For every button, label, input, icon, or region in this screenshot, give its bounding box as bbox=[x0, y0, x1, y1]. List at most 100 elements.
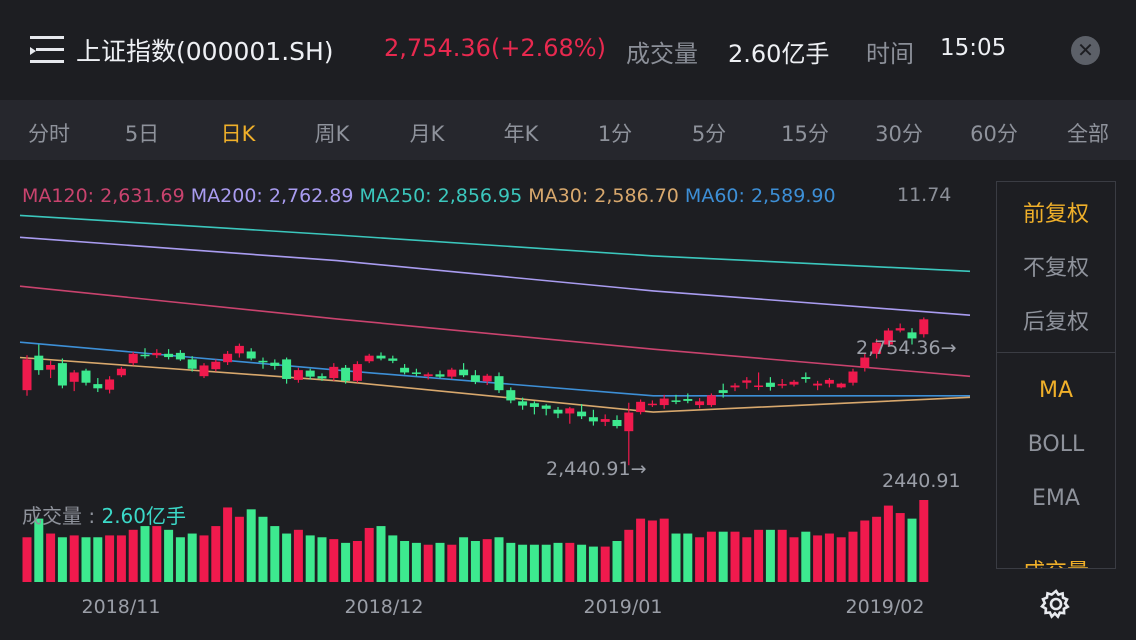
volume-bar bbox=[376, 526, 386, 582]
high-price-tag: 2,754.36→ bbox=[856, 337, 957, 359]
candle-body bbox=[305, 370, 315, 377]
volume-bar bbox=[588, 546, 598, 582]
candle-body bbox=[860, 357, 870, 368]
candle-body bbox=[388, 358, 398, 361]
volume-bar bbox=[647, 520, 657, 582]
candle-body bbox=[329, 366, 339, 379]
candle-body bbox=[411, 372, 421, 374]
volume-bar bbox=[93, 537, 103, 582]
volume-bar bbox=[388, 535, 398, 582]
tab-weekly-k[interactable]: 周K bbox=[314, 122, 350, 146]
x-axis-label: 2019/02 bbox=[845, 596, 925, 618]
adjust-none[interactable]: 不复权 bbox=[1022, 256, 1089, 281]
tab-60min[interactable]: 60分 bbox=[970, 122, 1018, 146]
candle-body bbox=[801, 377, 811, 379]
ma60-value: MA60: 2,589.90 bbox=[678, 185, 836, 207]
candle-body bbox=[435, 374, 445, 377]
tab-5day[interactable]: 5日 bbox=[124, 122, 160, 146]
candle-body bbox=[659, 398, 669, 406]
indicator-ema[interactable]: EMA bbox=[1032, 486, 1080, 511]
x-axis-label: 2018/12 bbox=[344, 596, 424, 618]
volume-bar bbox=[470, 541, 480, 582]
candle-body bbox=[553, 409, 563, 414]
candle-body bbox=[246, 351, 256, 359]
tab-daily-k[interactable]: 日K bbox=[220, 122, 256, 146]
tab-15min[interactable]: 15分 bbox=[781, 122, 829, 146]
volume-bar bbox=[695, 537, 705, 582]
x-axis-label: 2018/11 bbox=[81, 596, 161, 618]
volume-bar bbox=[636, 518, 646, 582]
candle-body bbox=[612, 420, 622, 427]
candle-body bbox=[223, 353, 233, 363]
candle-body bbox=[895, 328, 905, 331]
volume-value: 2.60亿手 bbox=[728, 40, 830, 68]
close-button[interactable]: ✕ bbox=[1071, 36, 1100, 65]
volume-bar bbox=[529, 544, 539, 582]
volume-bar bbox=[541, 544, 551, 582]
candle-body bbox=[341, 367, 351, 381]
indicator-panel: 前复权 不复权 后复权 MA BOLL EMA 成交量 bbox=[996, 181, 1116, 569]
kline-chart[interactable] bbox=[0, 160, 990, 640]
candle-body bbox=[22, 359, 32, 391]
volume-bar bbox=[46, 533, 56, 582]
volume-bar bbox=[246, 509, 256, 582]
tab-1min[interactable]: 1分 bbox=[597, 122, 633, 146]
indicator-volume[interactable]: 成交量 bbox=[997, 554, 1115, 568]
volume-bar bbox=[447, 544, 457, 582]
candle-body bbox=[364, 355, 374, 362]
candle-body bbox=[789, 381, 799, 385]
candle-body bbox=[116, 368, 126, 376]
tab-all[interactable]: 全部 bbox=[1067, 122, 1109, 146]
indicator-ma[interactable]: MA bbox=[1038, 378, 1074, 403]
volume-bar bbox=[175, 537, 185, 582]
volume-legend-value: 2.60亿手 bbox=[101, 504, 186, 528]
volume-bar bbox=[742, 537, 752, 582]
candle-body bbox=[175, 352, 185, 360]
low-price-tag: 2,440.91→ bbox=[546, 458, 647, 480]
candle-body bbox=[883, 330, 893, 345]
volume-bar bbox=[624, 529, 634, 582]
volume-bar bbox=[152, 526, 162, 582]
volume-bar bbox=[494, 537, 504, 582]
tab-30min[interactable]: 30分 bbox=[875, 122, 923, 146]
tab-intraday[interactable]: 分时 bbox=[28, 122, 70, 146]
volume-bar bbox=[683, 533, 693, 582]
candle-body bbox=[258, 360, 268, 363]
candle-body bbox=[376, 355, 386, 359]
tab-yearly-k[interactable]: 年K bbox=[503, 122, 539, 146]
tab-5min[interactable]: 5分 bbox=[691, 122, 727, 146]
time-value: 15:05 bbox=[940, 35, 1007, 61]
candle-body bbox=[824, 379, 834, 384]
candle-body bbox=[470, 375, 480, 382]
candle-body bbox=[529, 403, 539, 407]
volume-bar bbox=[282, 533, 292, 582]
candle-body bbox=[494, 376, 504, 391]
volume-bar bbox=[211, 526, 221, 582]
volume-bar bbox=[341, 542, 351, 582]
candle-body bbox=[683, 399, 693, 401]
ma-legend-overflow: 11.74 bbox=[897, 184, 952, 206]
volume-bar bbox=[754, 529, 764, 582]
candle-body bbox=[105, 379, 115, 390]
candle-body bbox=[187, 359, 197, 369]
volume-bar bbox=[706, 531, 716, 582]
volume-bar bbox=[423, 544, 433, 582]
candle-body bbox=[636, 401, 646, 413]
indicator-boll[interactable]: BOLL bbox=[1027, 432, 1085, 457]
tab-monthly-k[interactable]: 月K bbox=[409, 122, 445, 146]
menu-icon[interactable] bbox=[30, 36, 64, 64]
volume-bar bbox=[258, 516, 268, 582]
candle-body bbox=[577, 411, 587, 417]
candle-body bbox=[765, 382, 775, 387]
ma-legend: MA120: 2,631.69 MA200: 2,762.89 MA250: 2… bbox=[22, 185, 836, 207]
settings-gear-icon[interactable] bbox=[1040, 588, 1072, 620]
price-change: 2,754.36(+2.68%) bbox=[384, 34, 606, 62]
candle-body bbox=[588, 417, 598, 422]
candle-body bbox=[671, 400, 681, 402]
volume-bar bbox=[919, 500, 929, 582]
volume-legend-label: 成交量 : bbox=[22, 504, 96, 528]
adjust-forward[interactable]: 前复权 bbox=[1022, 202, 1089, 227]
volume-bar bbox=[872, 516, 882, 582]
adjust-backward[interactable]: 后复权 bbox=[1022, 310, 1089, 335]
ma-line-ma250 bbox=[19, 214, 971, 273]
